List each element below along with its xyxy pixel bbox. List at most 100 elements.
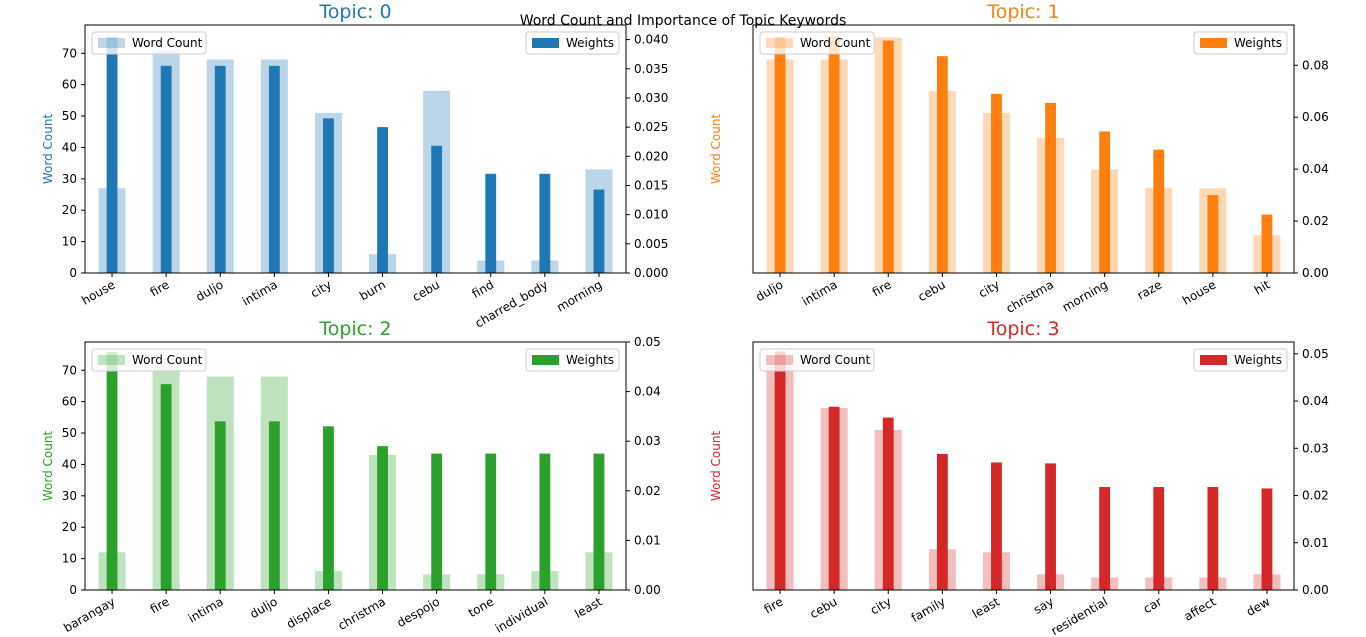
x-tick-label: fire xyxy=(148,594,172,616)
x-tick-label: residential xyxy=(1049,594,1111,637)
axes-frame xyxy=(84,24,627,274)
weight-bar xyxy=(1045,463,1056,590)
legend-label: Weights xyxy=(566,353,614,367)
weight-bar xyxy=(323,118,334,273)
left-tick-label: 20 xyxy=(62,203,77,217)
right-tick-label: 0.04 xyxy=(1302,394,1329,408)
x-tick-label: intima xyxy=(800,277,840,308)
left-tick-label: 50 xyxy=(62,426,77,440)
legend-box xyxy=(759,348,875,372)
legend-swatch xyxy=(532,38,559,48)
y-axis-label: Word Count xyxy=(41,431,55,502)
left-tick-label: 10 xyxy=(62,552,77,566)
figure-suptitle: Word Count and Importance of Topic Keywo… xyxy=(520,13,847,29)
x-tick-label: barangay xyxy=(61,594,117,635)
x-tick-label: duljo xyxy=(193,277,225,304)
weight-bar xyxy=(991,93,1002,273)
legend-label: Weights xyxy=(1234,353,1282,367)
x-tick-label: duljo xyxy=(248,594,280,621)
left-tick-label: 40 xyxy=(62,140,77,154)
right-tick-label: 0.015 xyxy=(634,178,668,192)
weight-bar xyxy=(828,36,840,273)
legend-word-count: Word Count xyxy=(91,31,207,55)
weight-bar xyxy=(431,145,443,273)
x-tick-label: least xyxy=(970,594,1002,621)
right-tick-label: 0.035 xyxy=(634,62,668,76)
x-tick-label: find xyxy=(470,277,497,301)
legend-label: Weights xyxy=(1234,36,1282,50)
weight-bar xyxy=(774,351,786,590)
right-tick-label: 0.01 xyxy=(1302,536,1329,550)
weight-bar xyxy=(106,351,118,590)
x-tick-label: fire xyxy=(870,277,894,299)
weight-bar xyxy=(991,462,1002,590)
right-tick-label: 0.01 xyxy=(634,533,661,547)
left-tick-label: 60 xyxy=(62,78,77,92)
weight-bar xyxy=(1045,102,1056,273)
x-tick-label: intima xyxy=(240,277,280,308)
legend-label: Word Count xyxy=(800,36,871,50)
weight-bar xyxy=(323,426,334,590)
weight-bar xyxy=(539,173,551,273)
x-tick-label: hit xyxy=(1252,277,1273,297)
right-tick-label: 0.00 xyxy=(1302,266,1329,280)
right-tick-label: 0.05 xyxy=(1302,347,1329,361)
right-tick-label: 0.000 xyxy=(634,266,668,280)
legend-weights: Weights xyxy=(525,31,620,55)
left-tick-label: 60 xyxy=(62,395,77,409)
right-tick-label: 0.02 xyxy=(1302,489,1329,503)
right-tick-label: 0.06 xyxy=(1302,110,1329,124)
legend-box xyxy=(759,31,875,55)
weight-bar xyxy=(1099,487,1111,590)
weight-bar xyxy=(593,453,605,590)
legend-word-count: Word Count xyxy=(91,348,207,372)
x-tick-label: fire xyxy=(762,594,786,616)
weight-bar xyxy=(936,453,948,590)
legend-weights: Weights xyxy=(1193,31,1288,55)
x-tick-label: cebu xyxy=(916,277,948,304)
y-axis-label: Word Count xyxy=(41,114,55,185)
legend-label: Word Count xyxy=(132,353,203,367)
x-tick-label: city xyxy=(868,594,894,617)
x-tick-label: car xyxy=(1141,594,1164,616)
right-tick-label: 0.010 xyxy=(634,208,668,222)
legend-swatch xyxy=(98,38,125,48)
panel-title: Topic: 3 xyxy=(986,318,1059,340)
right-tick-label: 0.03 xyxy=(634,434,661,448)
left-tick-label: 30 xyxy=(62,172,77,186)
x-tick-label: house xyxy=(1180,277,1218,307)
x-tick-label: christma xyxy=(336,594,388,632)
x-tick-label: tone xyxy=(466,594,496,620)
legend-label: Weights xyxy=(566,36,614,50)
panel-title: Topic: 1 xyxy=(986,1,1059,23)
legend-weights: Weights xyxy=(525,348,620,372)
left-tick-label: 0 xyxy=(69,583,77,597)
legend-swatch xyxy=(766,355,793,365)
weight-bar xyxy=(268,65,280,273)
weight-bar xyxy=(882,40,894,274)
x-tick-label: despojo xyxy=(395,594,443,630)
axes-frame xyxy=(752,341,1295,591)
weight-bar xyxy=(214,65,226,273)
right-tick-label: 0.04 xyxy=(634,385,661,399)
x-tick-label: say xyxy=(1031,594,1056,616)
weight-bar xyxy=(485,173,497,273)
weight-bar xyxy=(828,406,840,590)
right-tick-label: 0.02 xyxy=(634,484,661,498)
left-tick-label: 50 xyxy=(62,109,77,123)
x-tick-label: affect xyxy=(1182,594,1219,623)
right-tick-label: 0.00 xyxy=(634,583,661,597)
topic-panel-0: 0 10 20 30 40 50 60 70 0.000 0.005 0.010 0.015 0.020… xyxy=(41,1,668,330)
legend-swatch xyxy=(98,355,125,365)
left-tick-label: 70 xyxy=(62,46,77,60)
legend-box xyxy=(91,348,207,372)
weight-bar xyxy=(1207,195,1219,273)
x-tick-label: duljo xyxy=(753,277,785,304)
x-tick-label: city xyxy=(308,277,334,300)
legend-swatch xyxy=(532,355,559,365)
x-tick-label: morning xyxy=(554,277,604,314)
weight-bar xyxy=(593,189,605,273)
x-tick-label: burn xyxy=(357,277,388,303)
weight-bar xyxy=(936,56,948,273)
